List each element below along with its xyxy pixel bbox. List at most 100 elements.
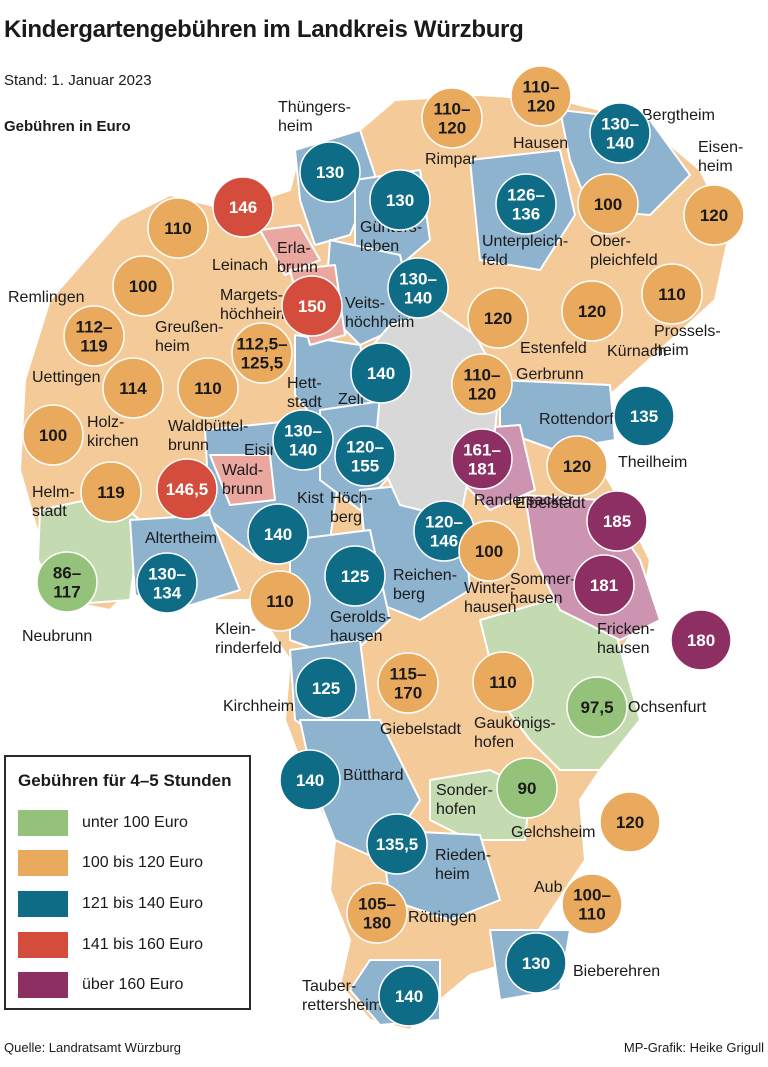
fee-bubble-circle [510,65,572,127]
place-label: Aub [534,879,563,896]
fee-bubble-circle [451,353,513,415]
legend-label: über 160 Euro [82,976,184,993]
fee-bubble: 100– 110 [561,873,623,935]
fee-bubble-value: 110 [266,592,293,611]
fee-bubble: 100 [112,255,174,317]
region-erlabrunn [259,224,321,276]
fee-bubble-circle [177,357,239,419]
legend-label: 141 bis 160 Euro [82,936,203,953]
fee-bubble-circle [577,173,639,235]
page-title: Kindergartengebühren im Landkreis Würzbu… [4,16,524,43]
legend-item-under-100: unter 100 Euro [18,809,188,837]
fee-bubble-circle [586,490,648,552]
fee-bubble-value: 140 [296,771,324,790]
fee-bubble-circle [458,520,520,582]
fee-bubble-circle [147,197,209,259]
fee-bubble-circle [346,882,408,944]
fee-bubble: 130 [299,141,361,203]
place-label: Leinach [212,257,268,274]
fee-bubble-value: 105– 180 [358,895,396,933]
fee-bubble-circle [36,551,98,613]
fee-bubble-circle [683,184,745,246]
fee-bubble-circle [561,873,623,935]
fee-bubble: 161– 181 [451,428,513,490]
fee-bubble-circle [366,813,428,875]
place-label: Eibelstadt [515,495,586,512]
fee-bubble-value: 100 [39,426,67,445]
fee-bubble-value: 120 [484,309,512,328]
credit-note: MP-Grafik: Heike Grigull [623,1040,764,1055]
fee-bubble: 120 [561,280,623,342]
fee-bubble: 112– 119 [63,305,125,367]
fee-bubble-circle [80,461,142,523]
fee-bubble-value: 112,5– 125,5 [236,335,287,373]
fee-bubble-value: 100 [129,277,157,296]
fee-bubble-circle [670,609,732,671]
fee-bubble-circle [573,554,635,616]
place-label: Margets-höchheim [220,287,289,323]
fee-bubble-circle [472,651,534,713]
fee-bubble: 110 [641,263,703,325]
place-label: Bieberehren [573,963,660,980]
legend-item-121-140: 121 bis 140 Euro [18,890,203,918]
fee-bubble-circle [281,275,343,337]
fee-bubble-value: 150 [298,297,326,316]
fee-bubble-value: 110– 120 [523,78,560,116]
place-label: Winter-hausen [464,580,517,616]
fee-bubble: 97,5 [566,676,628,738]
fee-bubble: 112,5– 125,5 [231,322,293,384]
fee-bubble-value: 185 [603,512,631,531]
fee-bubble-value: 130– 140 [284,422,322,460]
fee-bubble-circle [451,428,513,490]
fee-bubble-circle [377,652,439,714]
fee-bubble: 140 [378,965,440,1027]
place-label: Eisen-heim [698,139,743,175]
fee-bubble-value: 125 [341,567,369,586]
fee-bubble-circle [324,545,386,607]
place-label: Rottendorf [539,411,614,428]
fee-bubble: 120 [599,791,661,853]
fee-bubble: 135,5 [366,813,428,875]
fee-bubble: 130– 140 [589,102,651,164]
place-label: Sonder-hofen [436,782,493,818]
fee-bubble-value: 110– 120 [464,366,501,404]
place-label: Gelchsheim [511,824,595,841]
fee-bubble: 180 [670,609,732,671]
fee-bubble: 120 [467,287,529,349]
fee-bubble-circle [102,357,164,419]
fee-bubble-circle [641,263,703,325]
legend-item-141-160: 141 bis 160 Euro [18,931,203,959]
fee-bubble-value: 110 [489,673,516,692]
fee-bubble: 125 [324,545,386,607]
legend-swatch [18,891,68,917]
place-label: Randersacker [474,492,574,509]
place-label: Helm-stadt [32,484,75,520]
region-waldbrunn [209,454,276,506]
fee-bubble-circle [63,305,125,367]
fee-bubble-value: 130– 140 [399,270,437,308]
fee-bubble-circle [378,965,440,1027]
place-label: Ober-pleichfeld [590,233,658,269]
fee-bubble-value: 90 [518,779,537,798]
fee-bubble-value: 112– 119 [76,318,113,356]
fee-bubble-value: 161– 181 [463,441,501,479]
fee-bubble-value: 100 [594,195,622,214]
legend-item-100-120: 100 bis 120 Euro [18,849,203,877]
fee-bubble-value: 119 [97,483,124,502]
fee-bubble-circle [495,173,557,235]
fee-bubble: 110 [472,651,534,713]
legend-label: 121 bis 140 Euro [82,895,203,912]
fee-bubble-value: 120 [700,206,728,225]
fee-bubble-circle [156,458,218,520]
fee-bubble: 130– 140 [387,257,449,319]
place-label: Neubrunn [22,628,92,645]
fee-bubble-circle [613,385,675,447]
fee-bubble: 146 [212,176,274,238]
fee-bubble: 120 [683,184,745,246]
fee-bubble-circle [369,169,431,231]
place-label: Erla-brunn [277,240,318,276]
fee-bubble: 120– 155 [334,425,396,487]
fee-bubble-circle [334,425,396,487]
fee-bubble-value: 110– 120 [434,100,471,138]
